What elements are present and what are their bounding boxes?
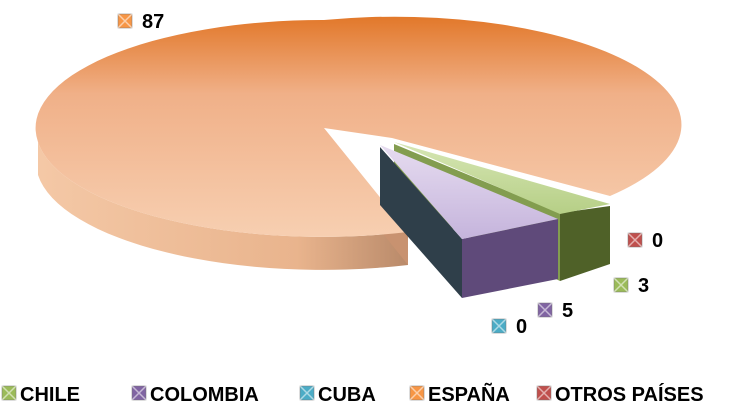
pie-slice-espana-side-wall — [38, 142, 408, 270]
legend-label-espana: ESPAÑA — [428, 383, 510, 406]
legend-icon-otros-paises — [536, 385, 552, 401]
legend-icon-chile — [1, 385, 17, 401]
legend-label-cuba: CUBA — [318, 384, 376, 406]
data-label-espana: 87 — [142, 11, 164, 33]
data-label-chile: 3 — [638, 275, 649, 297]
legend-icon-colombia — [131, 385, 147, 401]
data-label-icon-cuba — [491, 318, 507, 334]
pie-slice-colombia — [380, 145, 558, 298]
data-label-cuba: 0 — [516, 316, 527, 338]
data-label-otros-paises: 0 — [652, 230, 663, 252]
pie-slice-chile-side — [560, 206, 610, 281]
legend-label-otros-paises: OTROS PAÍSES — [555, 383, 704, 406]
legend-icon-espana — [409, 385, 425, 401]
data-label-icon-otros-paises — [627, 232, 643, 248]
legend-label-colombia: COLOMBIA — [150, 384, 259, 406]
data-label-icon-chile — [613, 277, 629, 293]
pie-slice-chile-top — [394, 142, 610, 214]
data-label-icon-colombia — [537, 302, 553, 318]
legend-icon-cuba — [299, 385, 315, 401]
data-labels: 3 5 0 87 0 — [117, 11, 663, 338]
pie-slice-colombia-top — [380, 145, 558, 239]
pie-slice-colombia-front — [462, 219, 558, 298]
legend-label-chile: CHILE — [20, 384, 80, 406]
pie-slice-espana-top — [35, 16, 682, 237]
pie-slice-colombia-cut — [380, 147, 462, 298]
legend: CHILE COLOMBIA CUBA ESPAÑA OTROS PAÍSES — [1, 383, 704, 406]
pie-slice-espana — [35, 16, 682, 270]
data-label-icon-espana — [117, 13, 133, 29]
data-label-colombia: 5 — [562, 300, 573, 322]
